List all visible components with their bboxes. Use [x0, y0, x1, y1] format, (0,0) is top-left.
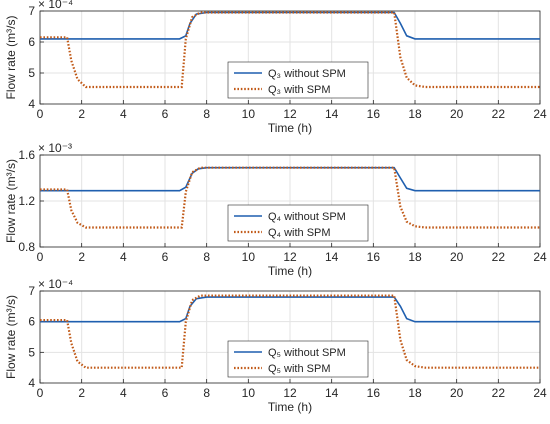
y-tick-label: 6 [28, 35, 35, 49]
x-tick-label: 8 [203, 250, 210, 264]
x-tick-label: 18 [408, 107, 422, 121]
x-tick-label: 2 [78, 250, 85, 264]
x-tick-label: 24 [533, 386, 547, 400]
x-tick-label: 16 [367, 250, 381, 264]
x-tick-label: 24 [533, 107, 547, 121]
y-tick-label: 1.6 [18, 148, 35, 162]
series-line-with-spm [40, 294, 540, 369]
x-tick-label: 18 [408, 250, 422, 264]
x-tick-label: 6 [162, 107, 169, 121]
x-tick-label: 22 [492, 386, 506, 400]
x-tick-label: 4 [120, 250, 127, 264]
legend-box [227, 204, 369, 242]
legend-label: Q₅ with SPM [268, 363, 331, 375]
legend-box [227, 340, 369, 378]
y-tick-label: 4 [28, 376, 35, 390]
series-line-without-spm [40, 166, 540, 192]
y-tick-label: 0.8 [18, 240, 35, 254]
legend-label: Q₃ with SPM [268, 84, 331, 96]
legend-label: Q₄ with SPM [268, 227, 331, 239]
y-exponent-label: × 10⁻⁴ [38, 277, 73, 291]
x-tick-label: 12 [283, 386, 297, 400]
legend-label: Q₅ without SPM [268, 347, 346, 359]
y-tick-label: 6 [28, 315, 35, 329]
x-tick-label: 2 [78, 386, 85, 400]
x-tick-label: 4 [120, 386, 127, 400]
x-tick-label: 16 [367, 386, 381, 400]
x-axis-label: Time (h) [268, 400, 312, 414]
y-tick-label: 4 [28, 97, 35, 111]
x-tick-label: 18 [408, 386, 422, 400]
x-tick-label: 0 [37, 250, 44, 264]
x-tick-label: 14 [325, 386, 339, 400]
y-exponent-label: × 10⁻³ [38, 141, 72, 155]
x-tick-label: 8 [203, 386, 210, 400]
x-tick-label: 20 [450, 386, 464, 400]
x-tick-label: 12 [283, 107, 297, 121]
y-axis-label: Flow rate (m³/s) [4, 295, 18, 379]
y-exponent-label: × 10⁻⁴ [38, 0, 73, 11]
x-tick-label: 10 [242, 250, 256, 264]
x-tick-label: 24 [533, 250, 547, 264]
y-tick-label: 1.2 [18, 194, 35, 208]
y-tick-label: 5 [28, 345, 35, 359]
x-tick-label: 4 [120, 107, 127, 121]
series-line-without-spm [40, 296, 540, 323]
x-axis-label: Time (h) [268, 264, 312, 278]
x-tick-label: 20 [450, 107, 464, 121]
legend-box [227, 61, 369, 99]
x-tick-label: 6 [162, 386, 169, 400]
x-tick-label: 14 [325, 107, 339, 121]
x-tick-label: 12 [283, 250, 297, 264]
x-tick-label: 8 [203, 107, 210, 121]
y-tick-label: 5 [28, 66, 35, 80]
x-tick-label: 0 [37, 386, 44, 400]
x-tick-label: 14 [325, 250, 339, 264]
legend-label: Q₃ without SPM [268, 68, 346, 80]
y-axis-label: Flow rate (m³/s) [4, 15, 18, 99]
panel-q4: 0 2 4 6 8 10 12 14 16 18 20 22 240.81.21.6 × 10⁻³Time… [4, 141, 547, 278]
series-line-with-spm [40, 11, 540, 89]
x-tick-label: 22 [492, 250, 506, 264]
x-tick-label: 2 [78, 107, 85, 121]
x-tick-label: 16 [367, 107, 381, 121]
x-tick-label: 10 [242, 107, 256, 121]
x-tick-label: 22 [492, 107, 506, 121]
y-axis-label: Flow rate (m³/s) [4, 159, 18, 243]
y-tick-label: 7 [28, 284, 35, 298]
y-tick-label: 7 [28, 4, 35, 18]
legend-label: Q₄ without SPM [268, 211, 346, 223]
x-tick-label: 20 [450, 250, 464, 264]
x-tick-label: 0 [37, 107, 44, 121]
series-line-without-spm [40, 11, 540, 40]
x-axis-label: Time (h) [268, 121, 312, 135]
x-tick-label: 6 [162, 250, 169, 264]
x-tick-label: 10 [242, 386, 256, 400]
